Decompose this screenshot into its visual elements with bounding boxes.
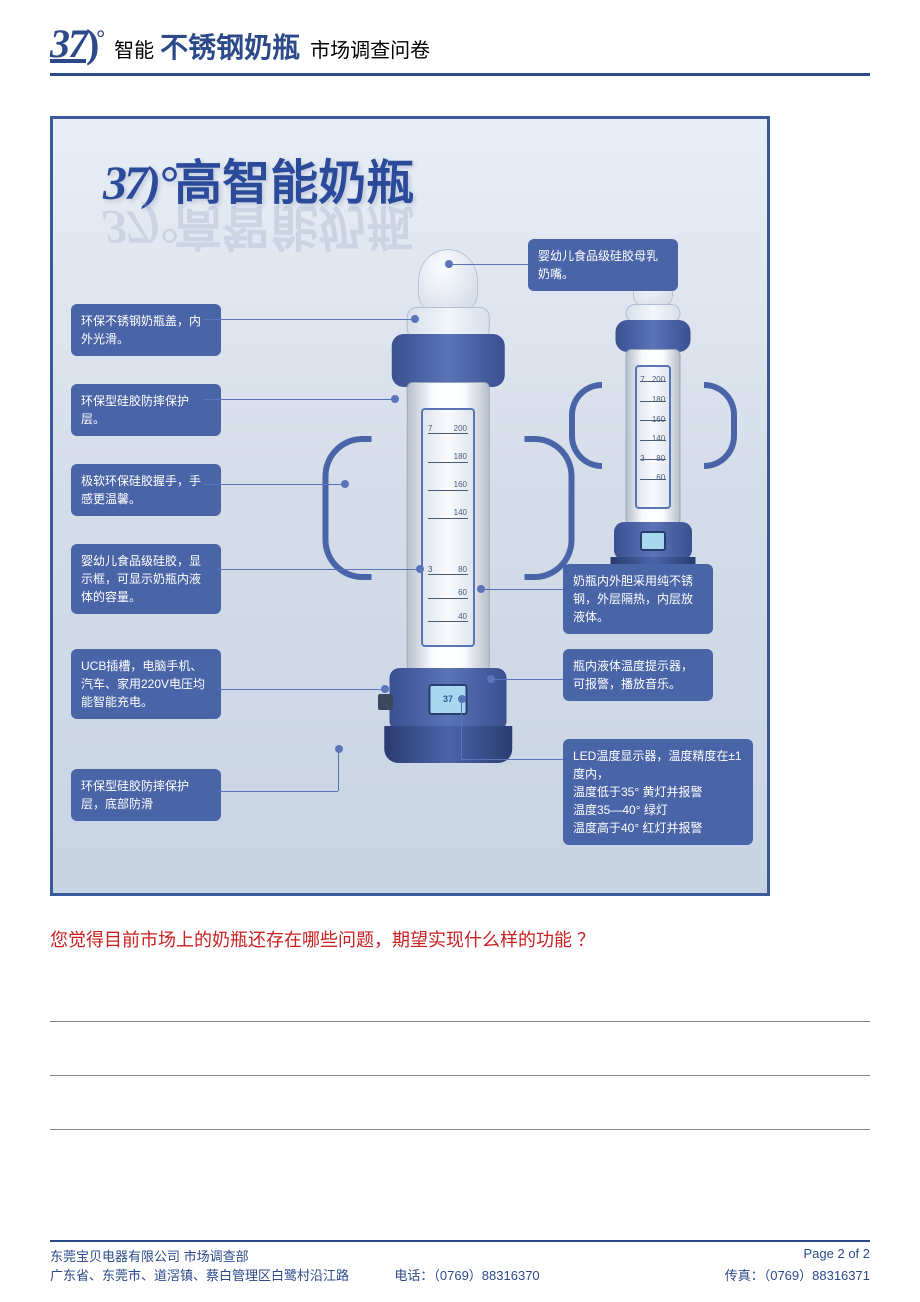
bottle-large-illustration: 20071801601408036040 37 (373, 249, 523, 779)
callout-usb: UCB插槽，电脑手机、汽车、家用220V电压均能智能充电。 (71, 649, 221, 719)
footer-phone: 电话：（0769）88316370 (394, 1265, 640, 1284)
header-tail-text: 市场调查问卷 (310, 34, 430, 63)
answer-line-2[interactable] (50, 1036, 870, 1076)
footer-address: 广东省、东莞市、道滘镇、蔡白管理区白鹭村沿江路 (50, 1265, 394, 1284)
callout-base: 环保型硅胶防摔保护层，底部防滑 (71, 769, 221, 821)
header-main-text: 不锈钢奶瓶 (160, 26, 300, 66)
footer-company: 东莞宝贝电器有限公司 市场调查部 (50, 1246, 249, 1265)
survey-question: 您觉得目前市场上的奶瓶还存在哪些问题，期望实现什么样的功能 ？ (50, 926, 870, 952)
callout-led: LED温度显示器，温度精度在±1度内， 温度低于35° 黄灯并报警 温度35—4… (563, 739, 753, 845)
document-header: 37)° 智能 不锈钢奶瓶 市场调查问卷 (50, 20, 870, 76)
header-smart-text: 智能 (114, 34, 154, 63)
callout-scale: 婴幼儿食品级硅胶，显示框，可显示奶瓶内液体的容量。 (71, 544, 221, 614)
led-display-small (640, 531, 666, 550)
callout-handle: 极软环保硅胶握手，手感更温馨。 (71, 464, 221, 516)
product-infographic: 37)°高智能奶瓶 37)°高智能奶瓶 20071801601408036040… (50, 116, 770, 896)
bottle-small-illustration: 200718016014080360 (603, 269, 703, 589)
infographic-title-reflection: 37)°高智能奶瓶 (103, 197, 414, 267)
footer-page: Page 2 of 2 (804, 1246, 871, 1265)
callout-nipple: 婴幼儿食品级硅胶母乳奶嘴。 (528, 239, 678, 291)
callout-cap: 环保不锈钢奶瓶盖，内外光滑。 (71, 304, 221, 356)
logo-37-degree: 37)° (50, 20, 104, 67)
callout-alarm: 瓶内液体温度提示器，可报警，播放音乐。 (563, 649, 713, 701)
callout-steel: 奶瓶内外胆采用纯不锈钢，外层隔热，内层放液体。 (563, 564, 713, 634)
answer-line-1[interactable] (50, 982, 870, 1022)
answer-line-3[interactable] (50, 1090, 870, 1130)
callout-protect1: 环保型硅胶防摔保护层。 (71, 384, 221, 436)
footer-fax: 传真：（0769）88316371 (640, 1265, 870, 1284)
page-footer: 东莞宝贝电器有限公司 市场调查部 Page 2 of 2 广东省、东莞市、道滘镇… (50, 1240, 870, 1284)
